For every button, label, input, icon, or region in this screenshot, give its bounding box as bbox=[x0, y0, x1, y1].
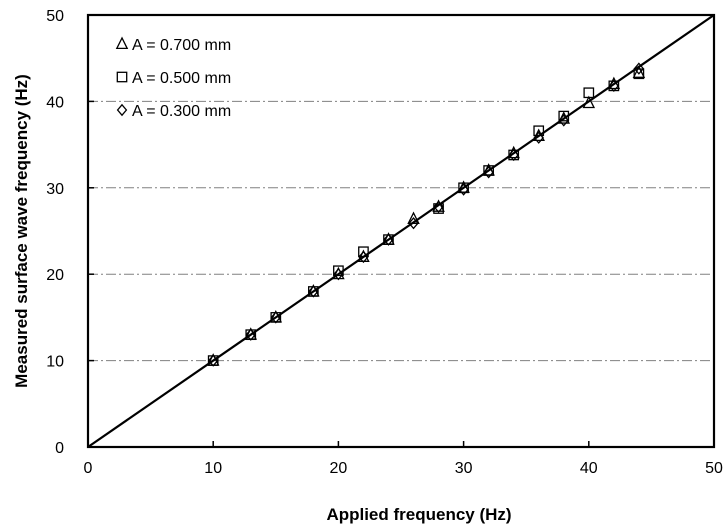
x-tick-label: 0 bbox=[84, 460, 93, 477]
square-point bbox=[558, 110, 570, 122]
diamond-point bbox=[533, 131, 544, 144]
diamond-point bbox=[333, 267, 344, 281]
diamond-point bbox=[358, 250, 369, 264]
y-tick-label: 40 bbox=[46, 94, 64, 111]
square-point bbox=[358, 246, 369, 258]
square-point bbox=[458, 182, 469, 194]
y-tick-label: 0 bbox=[55, 440, 64, 457]
triangle-point bbox=[407, 211, 420, 224]
data-points bbox=[206, 62, 646, 367]
diamond-point bbox=[308, 285, 319, 298]
diamond-point bbox=[508, 148, 519, 162]
legend-label: A = 0.300 mm bbox=[132, 103, 231, 120]
tick-labels: 0 10 20 30 40 50 0 10 20 30 40 50 bbox=[46, 8, 723, 477]
tick-marks bbox=[87, 14, 715, 448]
diamond-point bbox=[207, 354, 219, 367]
x-axis-title: Applied frequency (Hz) bbox=[326, 505, 511, 524]
square-point bbox=[533, 125, 545, 137]
square-point bbox=[583, 87, 595, 99]
diamond-point bbox=[408, 217, 419, 230]
x-tick-label: 50 bbox=[705, 460, 723, 477]
x-tick-label: 20 bbox=[330, 460, 348, 477]
diamond-point bbox=[458, 183, 469, 196]
y-tick-label: 50 bbox=[46, 8, 64, 25]
diamond-point bbox=[383, 233, 394, 246]
x-tick-label: 40 bbox=[580, 460, 598, 477]
legend-label: A = 0.700 mm bbox=[132, 37, 231, 54]
triangle-point bbox=[632, 65, 646, 78]
diamond-point bbox=[633, 62, 645, 75]
triangle-point bbox=[582, 95, 596, 109]
plot-area-frame bbox=[86, 13, 716, 449]
square-point bbox=[433, 203, 444, 214]
y-tick-label: 10 bbox=[46, 354, 64, 371]
diamond-point bbox=[608, 79, 620, 93]
x-tick-label: 10 bbox=[204, 460, 222, 477]
legend-square-icon bbox=[116, 71, 128, 83]
y-axis-title: Measured surface wave frequency (Hz) bbox=[12, 74, 31, 388]
diamond-point bbox=[483, 166, 494, 179]
legend: A = 0.700 mm A = 0.500 mm A = 0.300 mm bbox=[115, 36, 231, 120]
series-3 bbox=[207, 62, 645, 367]
legend-diamond-icon bbox=[116, 103, 128, 117]
square-point bbox=[633, 68, 645, 80]
diamond-point bbox=[270, 311, 282, 324]
square-point bbox=[483, 165, 494, 176]
square-point bbox=[333, 265, 344, 277]
y-tick-label: 30 bbox=[46, 181, 64, 198]
legend-triangle-icon bbox=[115, 36, 129, 50]
diamond-point bbox=[558, 114, 570, 127]
legend-label: A = 0.500 mm bbox=[132, 70, 231, 87]
y-tick-label: 20 bbox=[46, 267, 64, 284]
diamond-point bbox=[245, 328, 257, 341]
grid-lines bbox=[88, 100, 714, 362]
diamond-point bbox=[433, 200, 444, 214]
x-tick-label: 30 bbox=[455, 460, 473, 477]
